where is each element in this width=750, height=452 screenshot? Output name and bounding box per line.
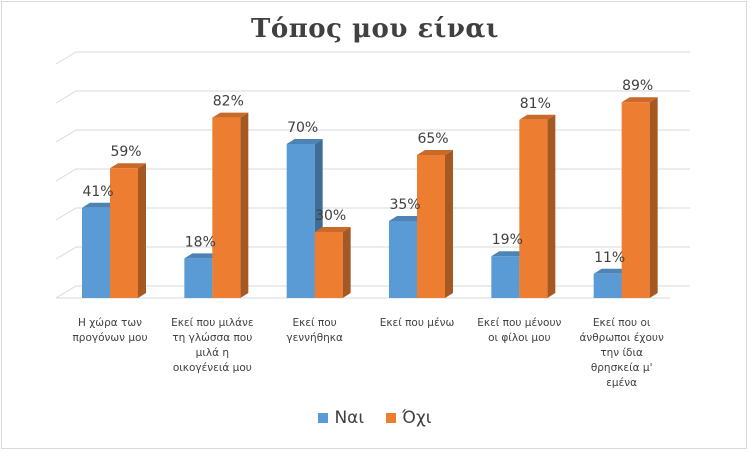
category-label-line: προγόνων μου	[72, 332, 148, 344]
legend-label-ochi: Όχι	[402, 408, 432, 428]
category-label-line: την ίδια	[600, 347, 643, 359]
category-label-line: Εκεί που μιλάνε	[171, 317, 254, 329]
gridline	[55, 51, 690, 65]
category-label-line: μιλά η	[195, 347, 230, 359]
bar-ochi-5	[621, 97, 658, 298]
gridline	[55, 207, 690, 221]
category-label-line: Εκεί που μένω	[379, 317, 455, 329]
bar-nai-2	[286, 139, 323, 298]
data-label-ochi-2: 30%	[315, 208, 346, 224]
data-label-ochi-0: 59%	[110, 144, 141, 160]
data-labels: 41% 59% 18% 82% 70% 30% 35% 65% 19% 81% 11% 89%	[82, 78, 653, 266]
category-label-0: Η χώρα των προγόνων μου	[61, 316, 159, 346]
bar-ochi-1	[212, 112, 249, 298]
category-label-4: Εκεί που μένουν οι φίλοι μου	[470, 316, 568, 346]
gridline	[55, 90, 690, 104]
bar-ochi-2	[314, 227, 351, 298]
category-label-5: Εκεί που οι άνθρωποι έχουν την ίδια θρησκεί…	[573, 316, 671, 391]
category-label-line: οικογένειά μου	[172, 362, 252, 374]
gridline	[55, 129, 690, 143]
bar-ochi-4	[519, 114, 556, 298]
category-label-line: άνθρωποι έχουν	[579, 332, 664, 344]
legend-item-ochi: Όχι	[386, 408, 432, 428]
legend-swatch-ochi	[386, 413, 397, 423]
data-label-ochi-5: 89%	[622, 78, 653, 94]
gridlines	[55, 51, 690, 299]
data-label-ochi-3: 65%	[417, 131, 448, 147]
chart-title: Τόπος μου είναι	[251, 14, 499, 44]
data-label-nai-3: 35%	[389, 197, 420, 213]
data-label-ochi-1: 82%	[213, 94, 244, 110]
legend: Ναι Όχι	[0, 408, 750, 428]
category-label-line: Η χώρα των	[78, 317, 142, 329]
category-label-line: θρησκεία μ'	[590, 362, 653, 374]
data-label-nai-4: 19%	[492, 232, 523, 248]
category-label-line: γεννήθηκα	[286, 332, 343, 344]
category-label-line: τη γλώσσα που	[172, 332, 253, 344]
category-label-line: εμένα	[606, 377, 638, 389]
data-label-nai-0: 41%	[82, 184, 113, 200]
category-label-3: Εκεί που μένω	[368, 316, 466, 331]
category-label-line: Εκεί που οι	[592, 317, 651, 329]
bar-ochi-3	[417, 150, 453, 298]
category-label-line: Εκεί που μένουν	[477, 317, 562, 329]
data-label-ochi-4: 81%	[520, 96, 551, 112]
category-label-2: Εκεί που γεννήθηκα	[266, 316, 364, 346]
bar-ochi-0	[110, 163, 146, 298]
legend-label-nai: Ναι	[334, 408, 365, 428]
legend-item-nai: Ναι	[318, 408, 364, 428]
bars	[82, 97, 658, 298]
data-label-nai-2: 70%	[287, 120, 318, 136]
data-label-nai-5: 11%	[594, 250, 625, 266]
legend-swatch-nai	[318, 413, 329, 423]
category-label-1: Εκεί που μιλάνε τη γλώσσα που μιλά η οικογέ…	[163, 316, 261, 376]
category-label-line: Εκεί που	[292, 317, 337, 329]
gridline	[55, 168, 690, 182]
gridline	[55, 285, 690, 299]
data-label-nai-1: 18%	[185, 234, 216, 250]
category-label-line: οι φίλοι μου	[488, 332, 551, 344]
gridline	[55, 246, 690, 260]
